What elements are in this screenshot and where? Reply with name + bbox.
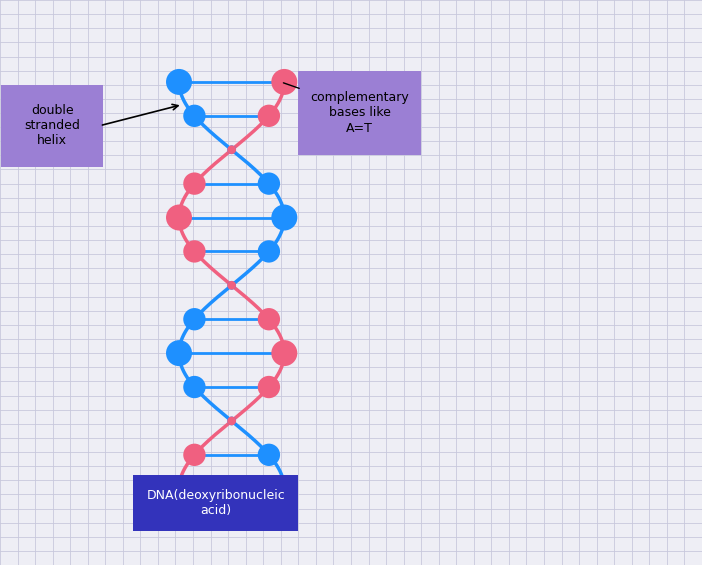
Point	[226, 416, 237, 425]
Point	[189, 247, 200, 256]
Point	[279, 349, 290, 358]
Text: complementary
bases like
A=T: complementary bases like A=T	[310, 92, 409, 134]
FancyBboxPatch shape	[298, 71, 421, 155]
Point	[226, 281, 237, 290]
Point	[279, 213, 290, 222]
Point	[279, 77, 290, 86]
Point	[226, 145, 237, 154]
Point	[189, 315, 200, 324]
Point	[226, 281, 237, 290]
Point	[263, 383, 274, 392]
FancyBboxPatch shape	[133, 475, 298, 531]
Point	[189, 179, 200, 188]
Point	[263, 111, 274, 120]
Point	[263, 247, 274, 256]
Point	[189, 111, 200, 120]
Point	[173, 484, 185, 493]
Point	[263, 315, 274, 324]
Point	[173, 213, 185, 222]
Point	[226, 145, 237, 154]
Point	[189, 450, 200, 459]
Point	[173, 349, 185, 358]
Point	[263, 179, 274, 188]
Point	[189, 383, 200, 392]
Point	[226, 416, 237, 425]
Point	[279, 484, 290, 493]
Point	[173, 77, 185, 86]
Point	[263, 450, 274, 459]
Text: DNA(deoxyribonucleic
acid): DNA(deoxyribonucleic acid)	[147, 489, 285, 517]
Text: double
stranded
helix: double stranded helix	[25, 104, 80, 147]
FancyBboxPatch shape	[1, 85, 103, 167]
